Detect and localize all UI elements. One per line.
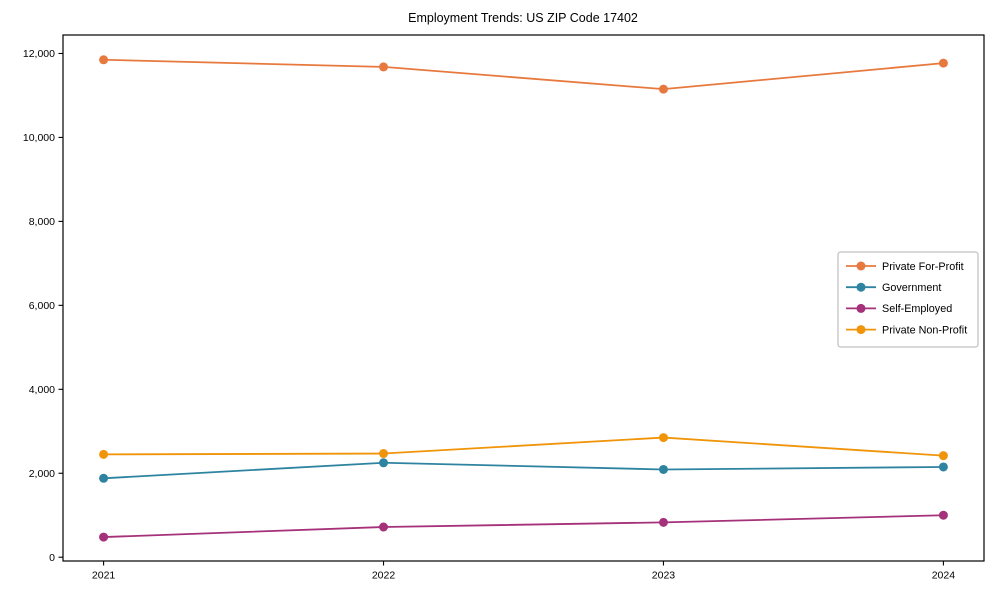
data-point (938, 451, 948, 461)
axes-box (62, 34, 985, 562)
series-line (103, 58, 944, 91)
data-point (658, 464, 668, 474)
y-tick-label: 12,000 (23, 48, 55, 60)
data-point (99, 449, 109, 459)
data-point (938, 58, 948, 68)
data-point (658, 433, 668, 443)
data-point (379, 458, 389, 468)
data-point (938, 462, 948, 472)
series-line (103, 514, 944, 538)
y-tick-label: 8,000 (29, 216, 55, 228)
y-tick-label: 6,000 (29, 300, 55, 312)
legend-label: Private Non-Profit (882, 324, 967, 336)
legend-label: Self-Employed (882, 303, 952, 315)
x-tick-label: 2023 (652, 570, 676, 582)
y-tick-label: 10,000 (23, 132, 55, 144)
legend-label: Private For-Profit (882, 261, 964, 273)
series-line (103, 436, 944, 457)
data-point (379, 449, 389, 459)
data-point (938, 510, 948, 520)
legend-box (837, 251, 979, 348)
data-point (658, 517, 668, 527)
legend-marker (856, 282, 866, 292)
data-point (99, 473, 109, 483)
x-tick-label: 2024 (932, 570, 956, 582)
chart-legend: Private For-Profit Government Self-Employe… (837, 251, 979, 348)
data-point (379, 62, 389, 72)
legend-marker (856, 261, 866, 271)
plot-area: 0 2,000 4,000 6,000 8,000 10,000 12,000 2021 202… (23, 34, 985, 582)
series-line (103, 461, 944, 480)
data-point (99, 55, 109, 65)
data-point (658, 84, 668, 94)
data-point (379, 522, 389, 532)
chart-title: Employment Trends: US ZIP Code 17402 (408, 11, 638, 25)
x-tick-label: 2021 (92, 570, 116, 582)
y-tick-label: 0 (49, 552, 55, 564)
legend-marker (856, 303, 866, 313)
y-tick-label: 4,000 (29, 384, 55, 396)
legend-marker (856, 325, 866, 335)
legend-label: Government (882, 282, 941, 294)
x-tick-label: 2022 (372, 570, 396, 582)
data-point (99, 532, 109, 542)
y-tick-label: 2,000 (29, 468, 55, 480)
